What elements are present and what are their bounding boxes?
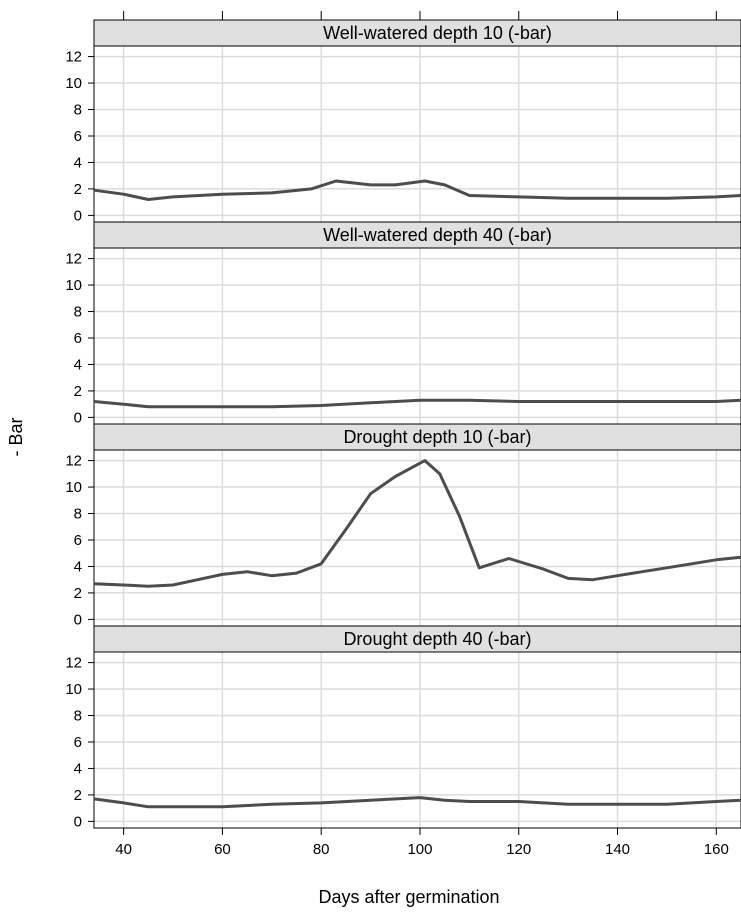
series-line <box>93 398 741 409</box>
series-line <box>93 796 741 809</box>
panel-strip <box>93 19 741 47</box>
y-tick-label: 0 <box>74 207 82 224</box>
y-tick-label: 12 <box>65 453 82 470</box>
panel-frame <box>93 449 741 627</box>
top-axis <box>123 11 717 20</box>
x-tick-label: 160 <box>704 841 729 858</box>
panel: 0 2 4 6 8 10 12 Well-watered depth 40 (-bar) <box>65 221 741 426</box>
y-tick-label: 6 <box>74 330 82 347</box>
panel-strip <box>93 625 741 653</box>
y-tick-label: 6 <box>74 734 82 751</box>
y-tick-label: 2 <box>74 787 82 804</box>
y-tick-label: 10 <box>65 277 82 294</box>
x-tick-label: 40 <box>115 841 132 858</box>
y-tick-label: 2 <box>74 383 82 400</box>
y-tick-label: 10 <box>65 681 82 698</box>
x-axis-title: Days after germination <box>318 887 499 907</box>
y-tick-label: 0 <box>74 409 82 426</box>
y-tick-label: 10 <box>65 479 82 496</box>
panel: 0 2 4 6 8 10 12 Well-watered depth 10 (-bar) <box>65 19 741 224</box>
x-tick-label: 60 <box>214 841 231 858</box>
panel-strip <box>93 423 741 451</box>
y-tick-label: 12 <box>65 251 82 268</box>
x-tick-label: 140 <box>605 841 630 858</box>
panel-title: Drought depth 40 (-bar) <box>343 629 531 649</box>
y-tick-label: 4 <box>74 760 82 777</box>
panel-title: Well-watered depth 40 (-bar) <box>323 225 552 245</box>
y-tick-label: 6 <box>74 532 82 549</box>
bottom-axis: 40 60 80 100 120 140 160 <box>115 828 729 858</box>
y-tick-label: 12 <box>65 655 82 672</box>
panel-title: Drought depth 10 (-bar) <box>343 427 531 447</box>
y-tick-label: 8 <box>74 506 82 523</box>
y-tick-label: 2 <box>74 585 82 602</box>
y-tick-label: 0 <box>74 611 82 628</box>
panels: 0 2 4 6 8 10 12 Well-watered depth 10 (-bar) 0 2 4… <box>65 19 741 830</box>
y-tick-label: 4 <box>74 558 82 575</box>
series-line <box>93 459 741 588</box>
x-tick-label: 120 <box>506 841 531 858</box>
y-tick-label: 4 <box>74 356 82 373</box>
y-tick-label: 4 <box>74 154 82 171</box>
panel: 0 2 4 6 8 10 12 Drought depth 10 (-bar) <box>65 423 741 628</box>
y-tick-label: 8 <box>74 304 82 321</box>
panel-frame <box>93 651 741 829</box>
y-tick-label: 2 <box>74 181 82 198</box>
y-tick-label: 12 <box>65 49 82 66</box>
y-tick-label: 8 <box>74 102 82 119</box>
panel-strip <box>93 221 741 249</box>
series-line <box>93 179 741 201</box>
x-tick-label: 100 <box>407 841 432 858</box>
y-tick-label: 10 <box>65 75 82 92</box>
y-tick-label: 0 <box>74 813 82 830</box>
y-tick-label: 8 <box>74 708 82 725</box>
y-tick-label: 6 <box>74 128 82 145</box>
panel-title: Well-watered depth 10 (-bar) <box>323 23 552 43</box>
x-tick-label: 80 <box>313 841 330 858</box>
panel: 0 2 4 6 8 10 12 Drought depth 40 (-bar) <box>65 625 741 830</box>
y-axis-title: - Bar <box>6 417 26 456</box>
panel-frame <box>93 247 741 425</box>
